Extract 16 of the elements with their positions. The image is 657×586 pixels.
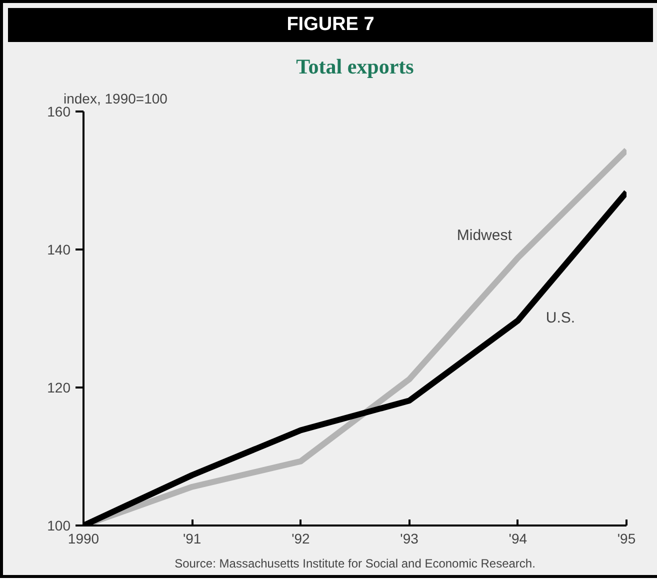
x-tick-label: 1990 <box>68 530 100 546</box>
chart-title: FIGURE 7 <box>286 13 374 37</box>
x-tick-label: '94 <box>508 530 528 546</box>
series-label: Midwest <box>456 226 513 244</box>
chart-subtitle: Total exports <box>296 54 414 78</box>
x-tick-label: '95 <box>617 530 636 546</box>
series-label: U.S. <box>546 310 576 327</box>
source-note: Source: Massachusetts Institute for Social and Economic Research. <box>174 556 536 570</box>
y-tick-label: 160 <box>47 104 71 120</box>
x-tick-label: '91 <box>182 530 202 546</box>
x-tick-label: '92 <box>292 530 310 546</box>
y-axis-title: index, 1990=100 <box>64 90 168 106</box>
x-tick-label: '93 <box>400 530 419 546</box>
y-tick-label: 120 <box>47 380 71 396</box>
y-tick-label: 100 <box>47 518 71 534</box>
y-tick-label: 140 <box>47 242 71 258</box>
